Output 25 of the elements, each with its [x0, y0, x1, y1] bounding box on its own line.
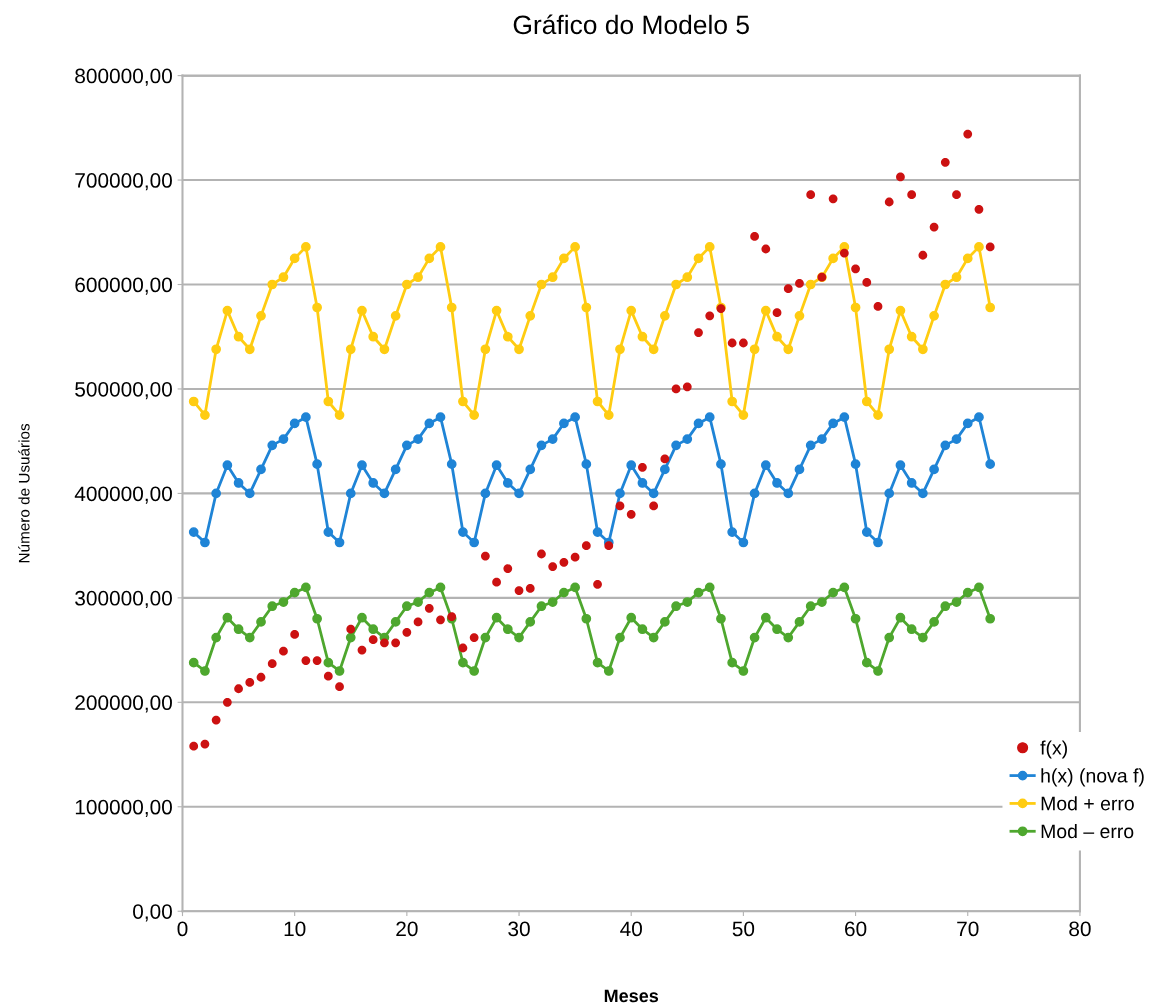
y-tick-label: 700000,00 — [75, 173, 172, 191]
y-axis-title: Número de Usuários — [18, 423, 30, 563]
y-tick-label: 200000,00 — [75, 695, 172, 713]
legend-label: f(x) — [1040, 740, 1067, 759]
y-tick-label: 800000,00 — [75, 68, 172, 86]
x-tick-label: 80 — [1069, 921, 1091, 937]
legend-label: Mod – erro — [1041, 823, 1134, 839]
x-tick-label: 40 — [620, 921, 642, 937]
x-axis-title: Meses — [604, 989, 659, 1003]
y-tick-label: 100000,00 — [75, 799, 172, 817]
y-tick-label: 500000,00 — [75, 381, 172, 400]
x-tick-label: 60 — [845, 921, 867, 937]
y-tick-label: 600000,00 — [75, 277, 172, 295]
chart-title: Gráfico do Modelo 5 — [513, 14, 749, 35]
x-tick-label: 20 — [396, 921, 418, 937]
x-tick-label: 70 — [957, 921, 979, 937]
y-tick-label: 400000,00 — [74, 486, 172, 504]
y-tick-label: 0,00 — [133, 904, 172, 922]
y-tick-label: 300000,00 — [75, 590, 172, 609]
legend-label: Mod + erro — [1041, 796, 1134, 811]
x-tick-label: 10 — [284, 921, 306, 937]
x-tick-label: 50 — [732, 921, 755, 937]
legend-label: h(x) (nova f) — [1041, 768, 1144, 787]
x-tick-label: 0 — [177, 921, 188, 937]
x-tick-label: 30 — [508, 921, 530, 937]
